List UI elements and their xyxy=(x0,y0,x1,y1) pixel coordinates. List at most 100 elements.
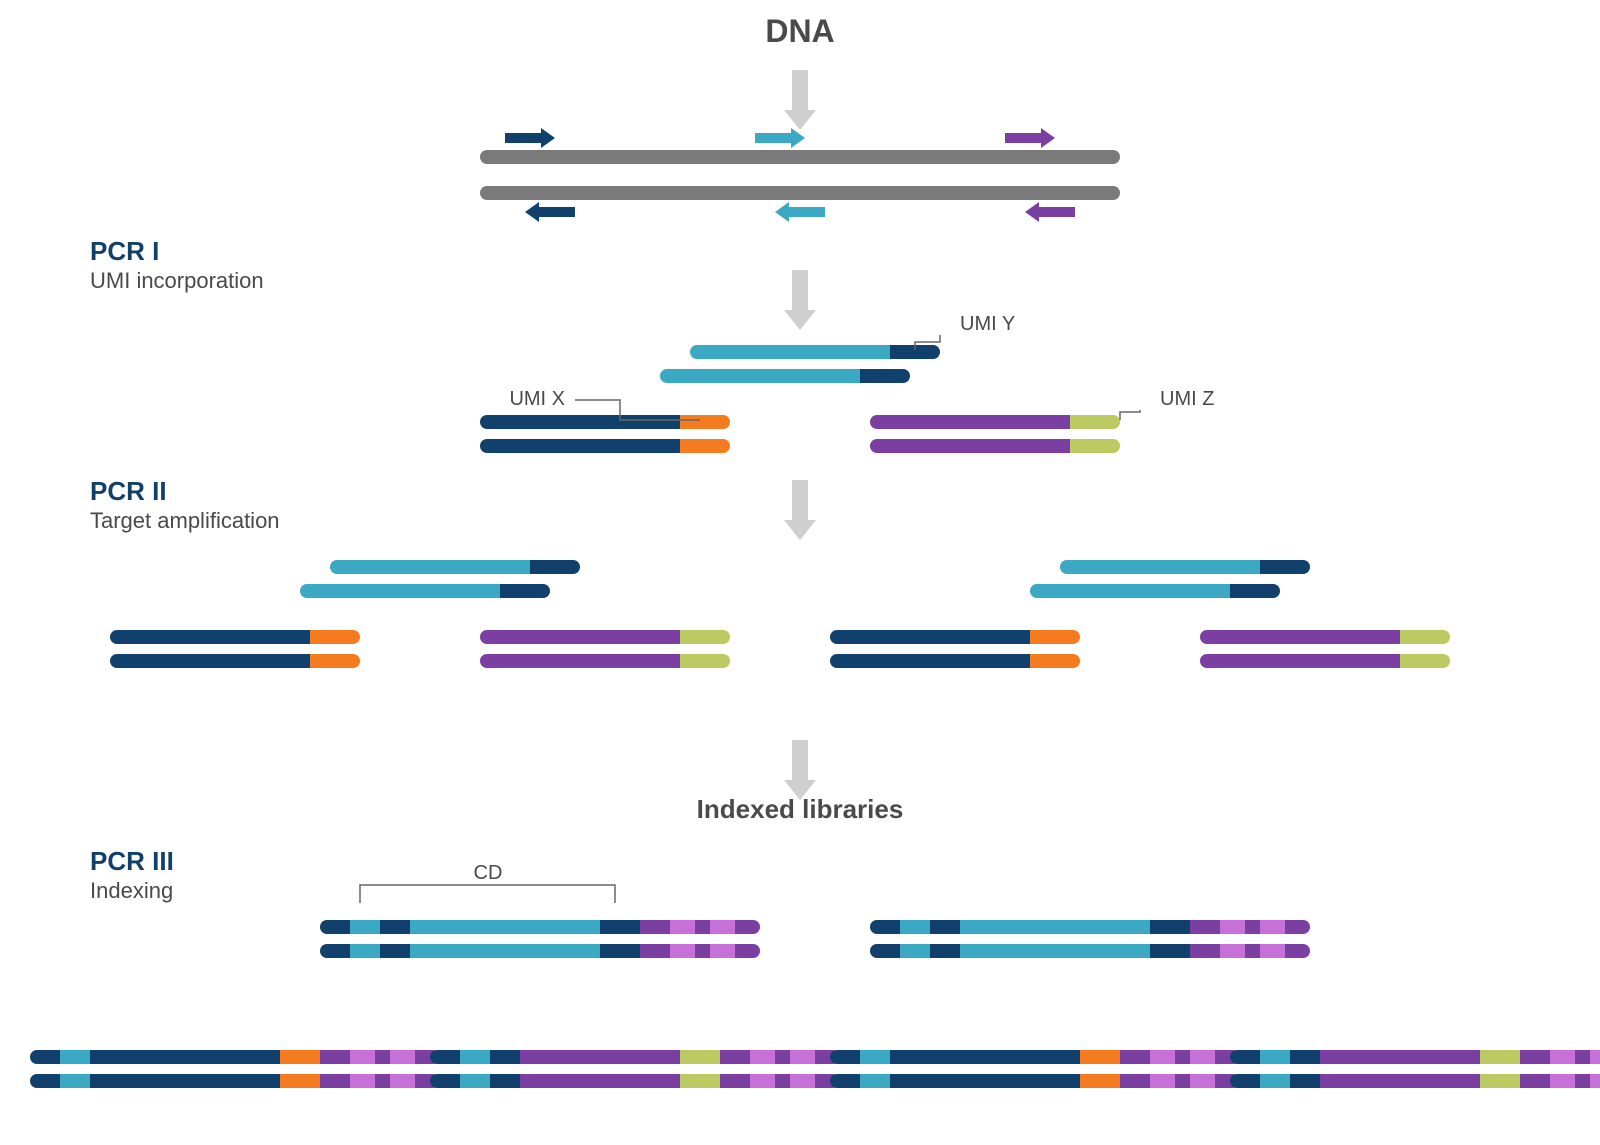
pcr2-product xyxy=(110,654,310,668)
indexed-library xyxy=(375,1074,390,1088)
step-sub-pcr3: Indexing xyxy=(90,878,173,903)
indexed-library xyxy=(600,920,640,934)
indexed-library xyxy=(1175,1074,1190,1088)
indexed-library xyxy=(460,1050,490,1064)
indexed-library xyxy=(380,944,410,958)
indexed-library xyxy=(710,944,735,958)
pcr2-product xyxy=(1030,584,1230,598)
indexed-library xyxy=(1260,944,1285,958)
indexed-library xyxy=(1190,920,1220,934)
indexed-library xyxy=(490,1050,520,1064)
indexed-library xyxy=(1290,1074,1320,1088)
indexed-library xyxy=(1190,1074,1215,1088)
indexed-library xyxy=(695,920,710,934)
pcr1-product xyxy=(480,415,680,429)
pcr2-product xyxy=(1030,630,1080,644)
indexed-library xyxy=(1260,1074,1290,1088)
pcr2-product xyxy=(110,630,310,644)
indexed-library xyxy=(1260,920,1285,934)
pcr1-product xyxy=(680,415,730,429)
indexed-library xyxy=(60,1050,90,1064)
dna-strand xyxy=(480,150,1120,164)
indexed-library xyxy=(1590,1074,1600,1088)
pcr2-product xyxy=(830,630,1030,644)
step-title-pcr3: PCR III xyxy=(90,846,174,876)
indexed-library xyxy=(520,1074,680,1088)
pcr2-product xyxy=(1400,654,1450,668)
pcr2-product xyxy=(830,654,1030,668)
indexed-library xyxy=(640,920,670,934)
pcr2-product xyxy=(480,630,680,644)
pcr2-product xyxy=(500,584,550,598)
pcr2-product xyxy=(680,630,730,644)
pcr1-product xyxy=(870,415,1070,429)
down-arrow xyxy=(792,270,808,310)
leader-line xyxy=(1120,410,1140,420)
pcr2-product xyxy=(300,584,500,598)
indexed-library xyxy=(900,920,930,934)
pcr2-product xyxy=(1200,630,1400,644)
indexed-library xyxy=(320,1074,350,1088)
indexed-library xyxy=(1150,1074,1175,1088)
indexed-library xyxy=(520,1050,680,1064)
indexed-library xyxy=(1480,1050,1520,1064)
indexed-library xyxy=(390,1050,415,1064)
indexed-library xyxy=(1550,1050,1575,1064)
indexed-library xyxy=(1220,944,1245,958)
cd-bracket xyxy=(360,885,615,903)
indexed-library xyxy=(680,1074,720,1088)
label-umi-z: UMI Z xyxy=(1160,388,1214,410)
step-sub-pcr1: UMI incorporation xyxy=(90,268,264,293)
pcr2-product xyxy=(680,654,730,668)
pcr2-product xyxy=(1060,560,1260,574)
indexed-library xyxy=(930,944,960,958)
indexed-library xyxy=(60,1074,90,1088)
indexed-library xyxy=(350,944,380,958)
indexed-library xyxy=(1245,944,1260,958)
step-sub-pcr2: Target amplification xyxy=(90,508,280,533)
indexed-library xyxy=(720,1050,750,1064)
indexed-library xyxy=(90,1050,280,1064)
indexed-library xyxy=(890,1074,1080,1088)
indexed-library xyxy=(600,944,640,958)
label-cd: CD xyxy=(474,862,503,884)
indexed-library xyxy=(860,1074,890,1088)
indexed-library xyxy=(280,1074,320,1088)
pcr2-product xyxy=(1030,654,1080,668)
indexed-library xyxy=(375,1050,390,1064)
pcr2-product xyxy=(1200,654,1400,668)
indexed-library xyxy=(410,944,600,958)
primer-arrow xyxy=(755,133,791,143)
indexed-library xyxy=(1245,920,1260,934)
indexed-library xyxy=(1220,920,1245,934)
indexed-library xyxy=(1150,944,1190,958)
indexed-library xyxy=(1320,1050,1480,1064)
primer-arrow xyxy=(1005,133,1041,143)
pcr1-product xyxy=(1070,415,1120,429)
indexed-library xyxy=(1080,1050,1120,1064)
pcr2-product xyxy=(310,654,360,668)
indexed-library xyxy=(1550,1074,1575,1088)
indexed-library xyxy=(1175,1050,1190,1064)
indexed-library xyxy=(1520,1050,1550,1064)
pcr2-product xyxy=(1230,584,1280,598)
down-arrow xyxy=(792,480,808,520)
indexed-library xyxy=(890,1050,1080,1064)
pcr2-product xyxy=(1260,560,1310,574)
indexed-library xyxy=(790,1074,815,1088)
indexed-library xyxy=(280,1050,320,1064)
down-arrow xyxy=(792,740,808,780)
pcr1-product xyxy=(690,345,890,359)
indexed-library xyxy=(350,1050,375,1064)
indexed-library xyxy=(710,920,735,934)
dna-strand xyxy=(480,186,1120,200)
title-dna: DNA xyxy=(765,13,834,49)
pcr2-product xyxy=(310,630,360,644)
indexed-library xyxy=(900,944,930,958)
indexed-library xyxy=(1150,1050,1175,1064)
step-title-pcr1: PCR I xyxy=(90,236,159,266)
indexed-library xyxy=(775,1074,790,1088)
pcr1-product xyxy=(480,439,680,453)
indexed-library xyxy=(350,920,380,934)
indexed-library xyxy=(1190,944,1220,958)
